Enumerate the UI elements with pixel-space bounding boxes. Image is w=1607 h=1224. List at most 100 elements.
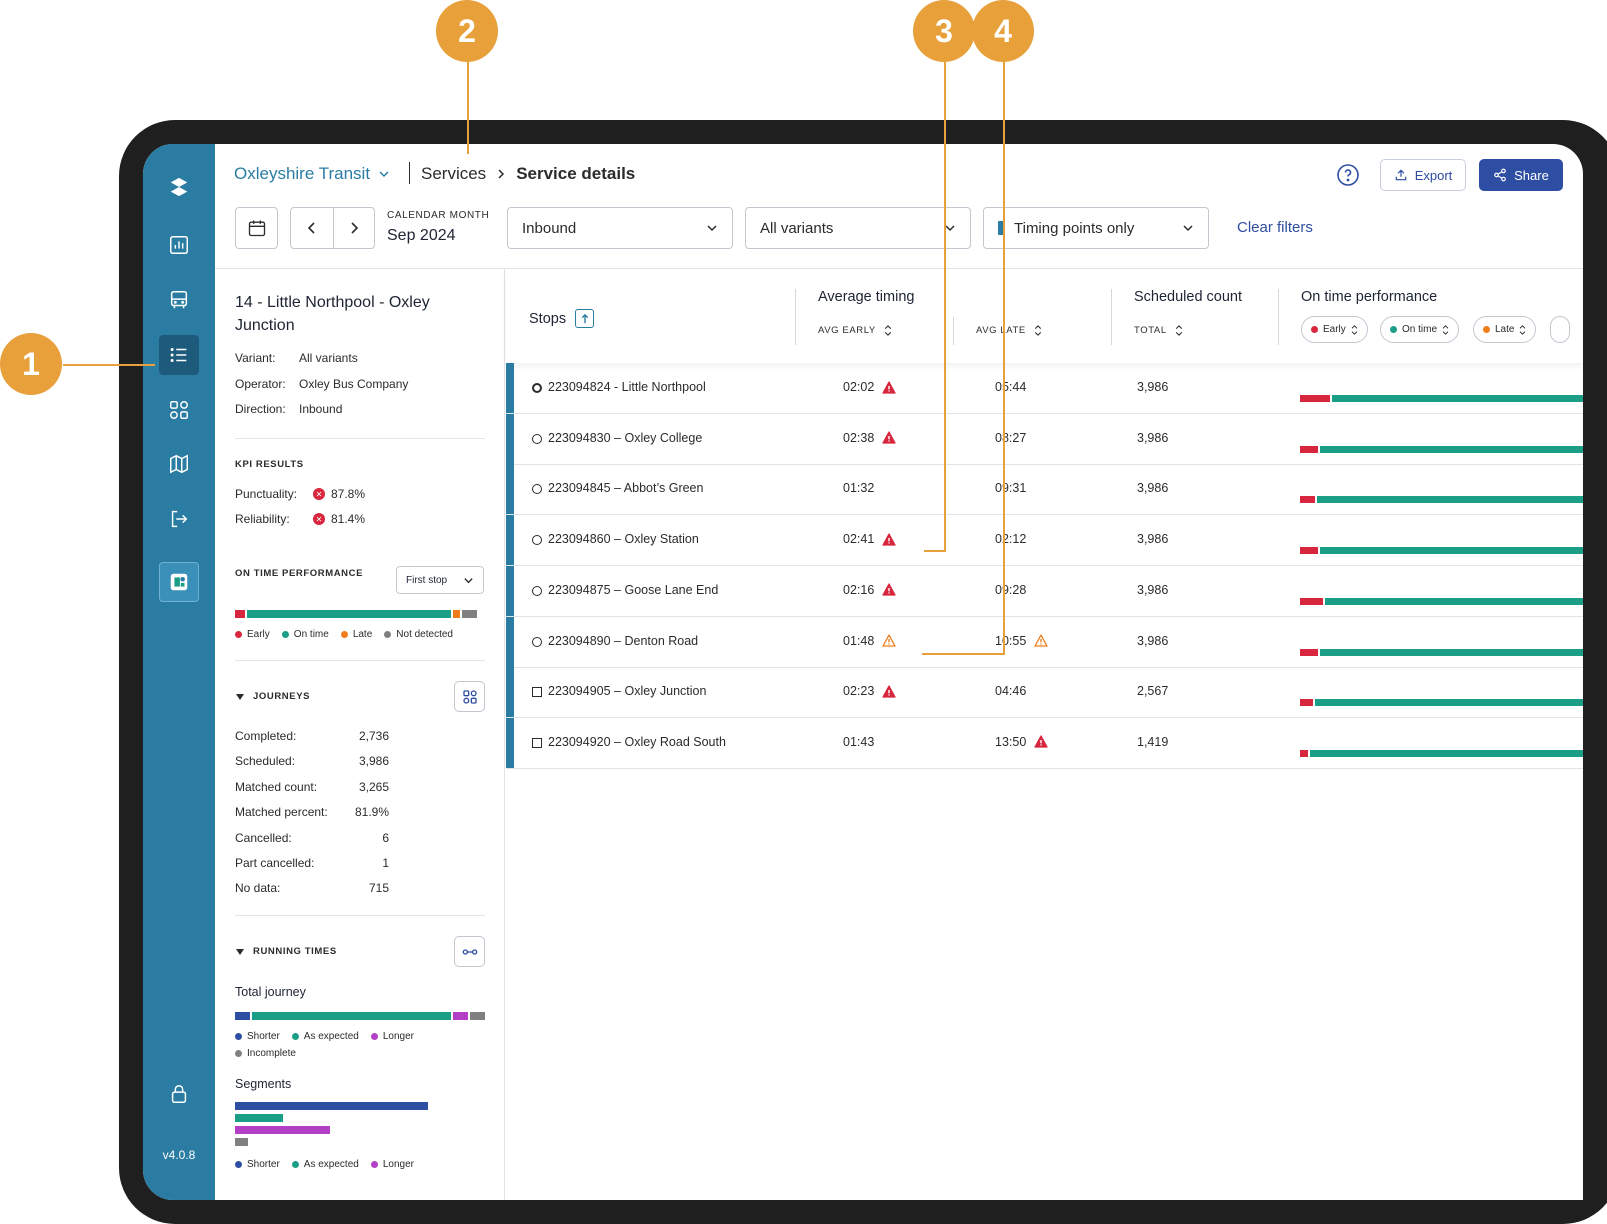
calendar-button[interactable] bbox=[235, 207, 278, 249]
table-row[interactable]: 223094830 – Oxley College 02:38 08:27 3,… bbox=[506, 413, 1583, 465]
variant-select[interactable]: All variants bbox=[745, 207, 971, 249]
total-journey-bar bbox=[235, 1012, 485, 1020]
org-switcher[interactable]: Oxleyshire Transit bbox=[234, 164, 390, 184]
stop-circle-icon bbox=[532, 433, 542, 444]
callout-3-line bbox=[944, 62, 946, 550]
stop-name: 223094890 – Denton Road bbox=[548, 633, 699, 648]
otp-on-time-segment bbox=[1324, 597, 1583, 605]
bar-not-detected bbox=[462, 610, 477, 618]
scheduled-total-cell: 3,986 bbox=[1137, 532, 1169, 547]
prev-month-button[interactable] bbox=[291, 208, 333, 248]
running-legend: Shorter As expected Longer Incomplete bbox=[235, 1031, 485, 1059]
segments-label: Segments bbox=[235, 1077, 292, 1091]
running-times-view-button[interactable] bbox=[454, 936, 485, 967]
share-button[interactable]: Share bbox=[1479, 159, 1563, 191]
table-row[interactable]: 223094875 – Goose Lane End 02:16 09:28 3… bbox=[506, 565, 1583, 617]
direction-select[interactable]: Inbound bbox=[507, 207, 733, 249]
col-total[interactable]: TOTAL bbox=[1134, 325, 1183, 336]
sort-icon bbox=[884, 325, 891, 336]
sort-late-pill[interactable]: Late bbox=[1473, 316, 1537, 343]
journeys-toggle[interactable]: JOURNEYS bbox=[235, 691, 310, 702]
clear-filters-link[interactable]: Clear filters bbox=[1237, 219, 1313, 236]
detail-direction: Direction: Inbound bbox=[235, 402, 343, 416]
app-screen: v4.0.8 Oxleyshire Transit Services Servi… bbox=[143, 144, 1583, 1200]
segment-as-expected bbox=[235, 1114, 283, 1122]
stops-table: Stops Average timing AVG EARLY AVG LATE … bbox=[506, 269, 1583, 769]
sort-early-pill[interactable]: Early bbox=[1301, 316, 1368, 343]
bar-on-time bbox=[246, 610, 451, 618]
org-name: Oxleyshire Transit bbox=[234, 164, 371, 183]
stop-name: 223094905 – Oxley Junction bbox=[548, 684, 707, 699]
error-icon: ✕ bbox=[313, 513, 325, 525]
journey-stat: Matched percent: 81.9% bbox=[235, 805, 389, 820]
col-avg-early[interactable]: AVG EARLY bbox=[818, 325, 892, 336]
otp-on-time-segment bbox=[1314, 699, 1583, 707]
export-button[interactable]: Export bbox=[1380, 159, 1466, 191]
chart-icon[interactable] bbox=[159, 225, 199, 265]
sort-asc-icon[interactable] bbox=[575, 309, 595, 328]
stop-name: 223094920 – Oxley Road South bbox=[548, 734, 726, 749]
legend-early: Early bbox=[235, 629, 270, 640]
timing-point-indicator bbox=[506, 616, 514, 667]
list-icon[interactable] bbox=[159, 335, 199, 375]
col-scheduled-count: Scheduled count bbox=[1134, 289, 1243, 305]
app-card-icon[interactable] bbox=[159, 562, 199, 602]
legend-not-detected: Not detected bbox=[384, 629, 453, 640]
table-row[interactable]: 223094845 – Abbot’s Green 01:32 09:31 3,… bbox=[506, 464, 1583, 516]
stop-name: 223094845 – Abbot’s Green bbox=[548, 481, 704, 496]
bar-longer bbox=[453, 1012, 469, 1020]
direction-value: Inbound bbox=[522, 219, 577, 237]
col-avg-late[interactable]: AVG LATE bbox=[976, 325, 1042, 336]
sidebar: v4.0.8 bbox=[143, 144, 215, 1200]
timing-point-indicator bbox=[506, 363, 514, 413]
journey-stat: Matched count: 3,265 bbox=[235, 779, 389, 794]
scheduled-total-cell: 3,986 bbox=[1137, 481, 1169, 496]
help-icon[interactable] bbox=[1336, 163, 1360, 187]
otp-stop-select[interactable]: First stop bbox=[396, 566, 484, 594]
journey-stat: Scheduled: 3,986 bbox=[235, 754, 389, 769]
avg-early-cell: 01:43 bbox=[843, 734, 875, 749]
chevron-down-icon bbox=[379, 171, 389, 178]
map-icon[interactable] bbox=[159, 444, 199, 484]
avg-late-cell: 09:28 bbox=[995, 582, 1027, 597]
journeys-view-button[interactable] bbox=[454, 681, 485, 712]
journey-stat: Part cancelled: 1 bbox=[235, 856, 389, 870]
alert-icon bbox=[882, 380, 896, 394]
legend-shorter: Shorter bbox=[235, 1159, 280, 1170]
table-row[interactable]: 223094890 – Denton Road 01:48 10:55 3,98… bbox=[506, 616, 1583, 668]
table-row[interactable]: 223094920 – Oxley Road South 01:43 13:50… bbox=[506, 717, 1583, 769]
lock-icon[interactable] bbox=[159, 1074, 199, 1114]
table-row[interactable]: 223094824 - Little Northpool 02:02 05:44… bbox=[506, 363, 1583, 414]
timing-indicator bbox=[998, 221, 1004, 235]
breadcrumb-services[interactable]: Services bbox=[421, 164, 487, 183]
sort-icon bbox=[1442, 324, 1449, 335]
stop-circle-icon bbox=[532, 383, 542, 393]
sort-more-pill[interactable] bbox=[1550, 316, 1570, 343]
chevron-right-icon bbox=[498, 169, 505, 179]
logout-icon[interactable] bbox=[159, 499, 199, 539]
table-row[interactable]: 223094860 – Oxley Station 02:41 02:12 3,… bbox=[506, 515, 1583, 567]
apps-icon[interactable] bbox=[159, 390, 199, 430]
bus-icon[interactable] bbox=[159, 280, 199, 320]
logo-icon[interactable] bbox=[159, 167, 199, 207]
variant-value: All variants bbox=[760, 219, 834, 237]
kpi-results-label: KPI RESULTS bbox=[235, 459, 304, 470]
running-times-toggle[interactable]: RUNNING TIMES bbox=[235, 946, 337, 957]
timing-points-select[interactable]: Timing points only bbox=[983, 207, 1209, 249]
chevron-down-icon bbox=[945, 225, 955, 232]
otp-stop-value: First stop bbox=[406, 574, 448, 586]
otp-bar bbox=[1300, 547, 1583, 555]
stop-circle-icon bbox=[532, 585, 542, 596]
table-row[interactable]: 223094905 – Oxley Junction 02:23 04:46 2… bbox=[506, 667, 1583, 719]
callout-1-line bbox=[63, 364, 155, 366]
col-stops[interactable]: Stops bbox=[529, 309, 595, 328]
avg-late-cell: 08:27 bbox=[995, 430, 1027, 445]
otp-early-segment bbox=[1300, 496, 1315, 504]
next-month-button[interactable] bbox=[332, 208, 375, 248]
detail-operator: Operator: Oxley Bus Company bbox=[235, 377, 409, 391]
stop-square-icon bbox=[532, 737, 542, 748]
segment-longer bbox=[235, 1126, 330, 1134]
sort-on-time-pill[interactable]: On time bbox=[1380, 316, 1460, 343]
stop-name: 223094824 - Little Northpool bbox=[548, 380, 706, 394]
stop-name: 223094860 – Oxley Station bbox=[548, 532, 699, 547]
